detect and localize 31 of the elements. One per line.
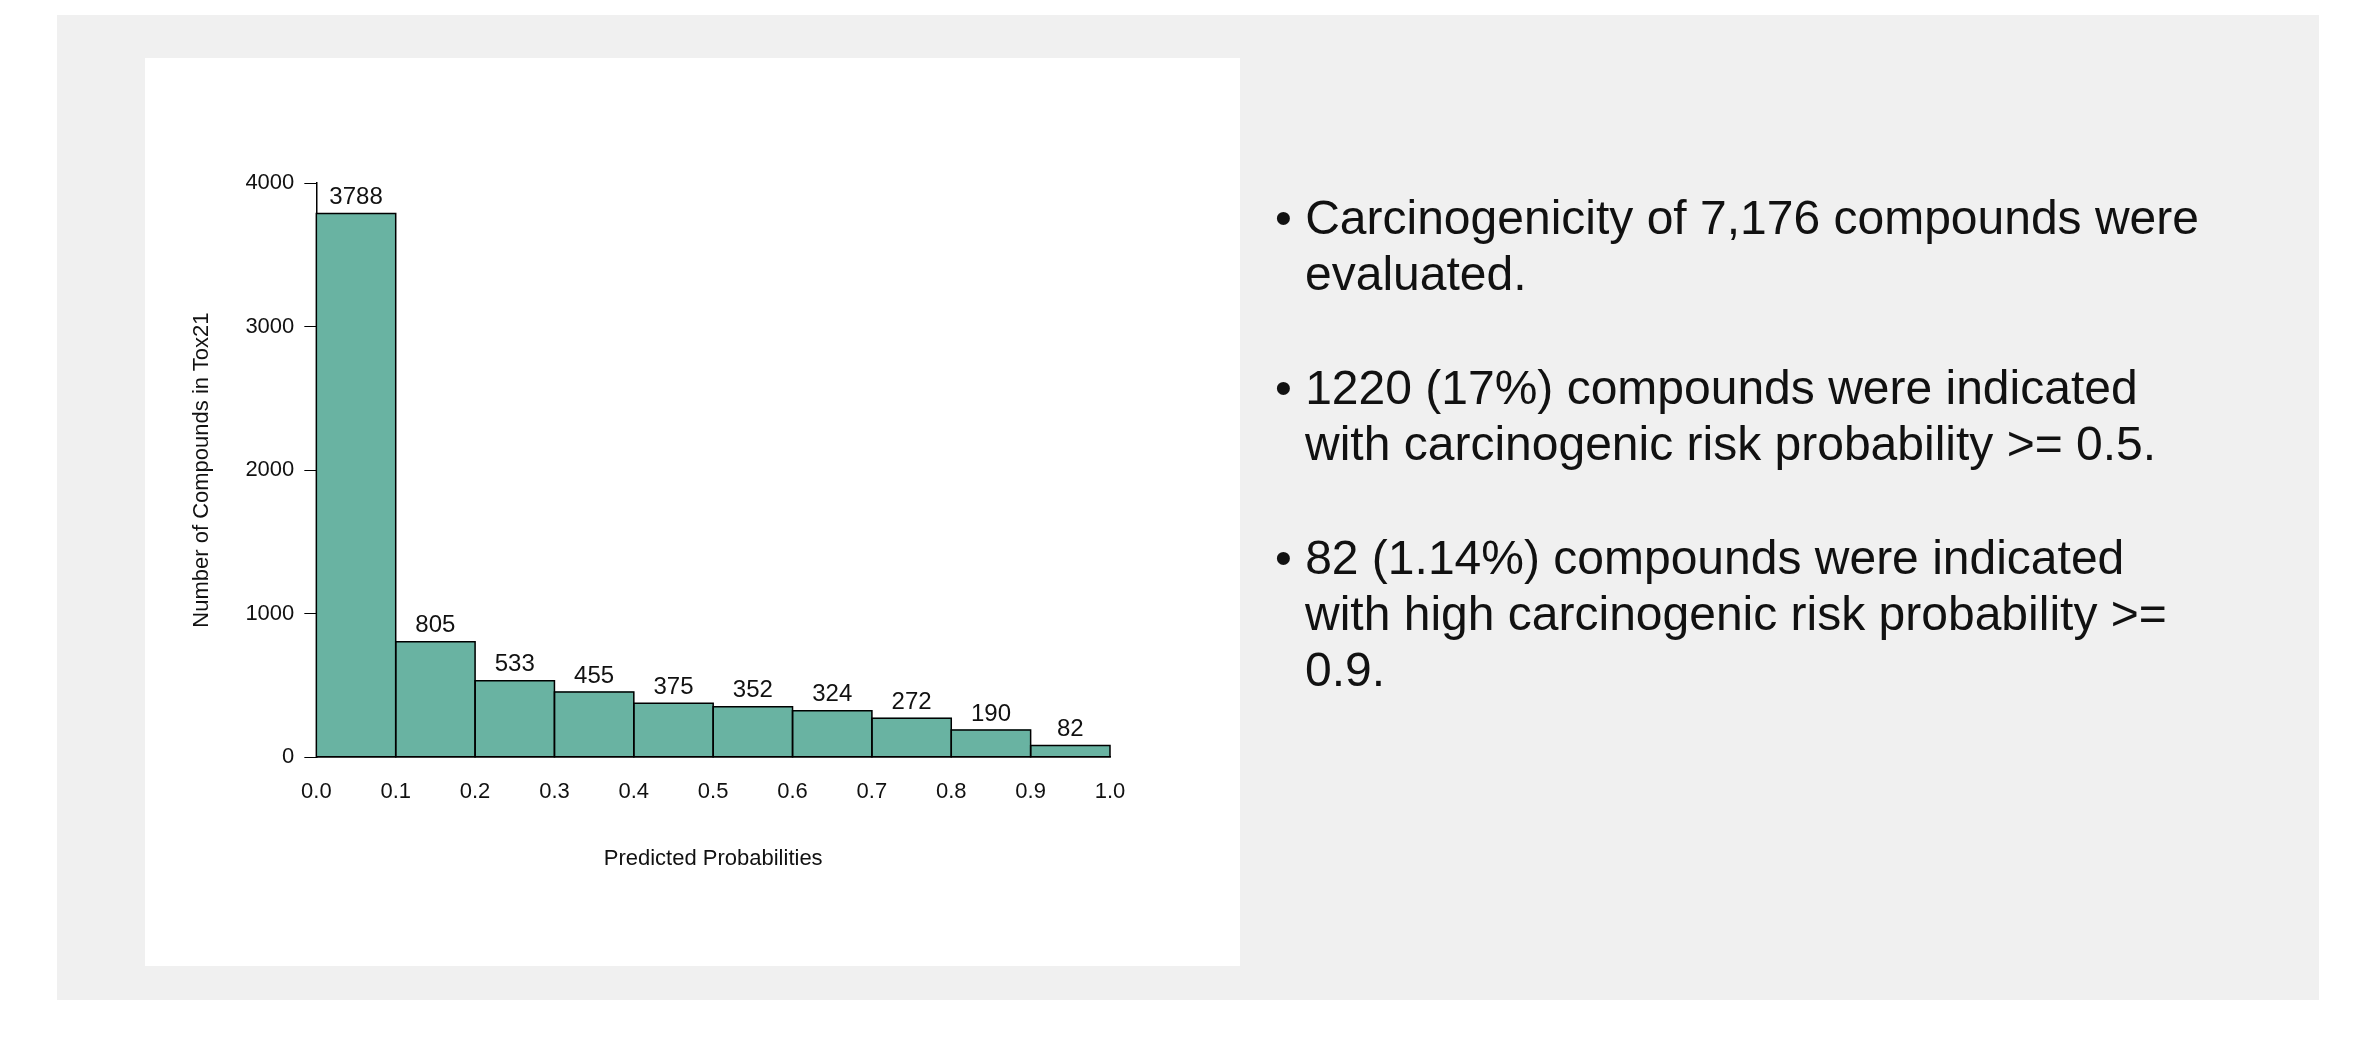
- data-label: 3788: [329, 182, 383, 210]
- y-tick-label: 4000: [245, 169, 295, 195]
- data-label: 82: [1056, 714, 1084, 742]
- x-axis-title: Predicted Probabilities: [603, 844, 823, 870]
- text: • Carcinogenicity of 7,176 compounds were evaluated.: [1275, 190, 2200, 302]
- data-label: 455: [574, 660, 615, 688]
- x-tick-label: 0.7: [856, 778, 888, 804]
- x-tick-label: 0.8: [935, 778, 967, 804]
- y-tick-label: 1000: [245, 599, 295, 625]
- x-tick-label: 0.5: [697, 778, 729, 804]
- data-label: 533: [494, 649, 535, 677]
- y-tick-label: 0: [282, 743, 295, 769]
- y-axis-title: Number of Compounds in Tox21: [188, 312, 214, 628]
- text: • 82 (1.14%) compounds were indicated with high carcinogenic risk probability >= 0.9.: [1275, 530, 2168, 698]
- data-label: 352: [732, 675, 773, 703]
- x-tick-label: 1.0: [1094, 778, 1126, 804]
- data-label: 190: [970, 698, 1011, 726]
- data-label: 272: [891, 686, 932, 714]
- x-tick-label: 0.3: [539, 778, 570, 804]
- data-label: 324: [812, 679, 853, 707]
- data-label: 805: [415, 610, 456, 638]
- text: • 1220 (17%) compounds were indicated with carcinogenic risk probability >= 0.5.: [1275, 360, 2158, 472]
- x-tick-label: 0.9: [1015, 778, 1046, 804]
- x-tick-label: 0.1: [380, 778, 411, 804]
- y-tick-label: 2000: [245, 456, 295, 482]
- x-tick-label: 0.0: [301, 778, 332, 804]
- x-tick-label: 0.4: [618, 778, 650, 804]
- y-tick-label: 3000: [245, 312, 295, 338]
- x-tick-label: 0.2: [459, 778, 491, 804]
- data-label: 375: [653, 671, 694, 699]
- x-tick-label: 0.6: [777, 778, 808, 804]
